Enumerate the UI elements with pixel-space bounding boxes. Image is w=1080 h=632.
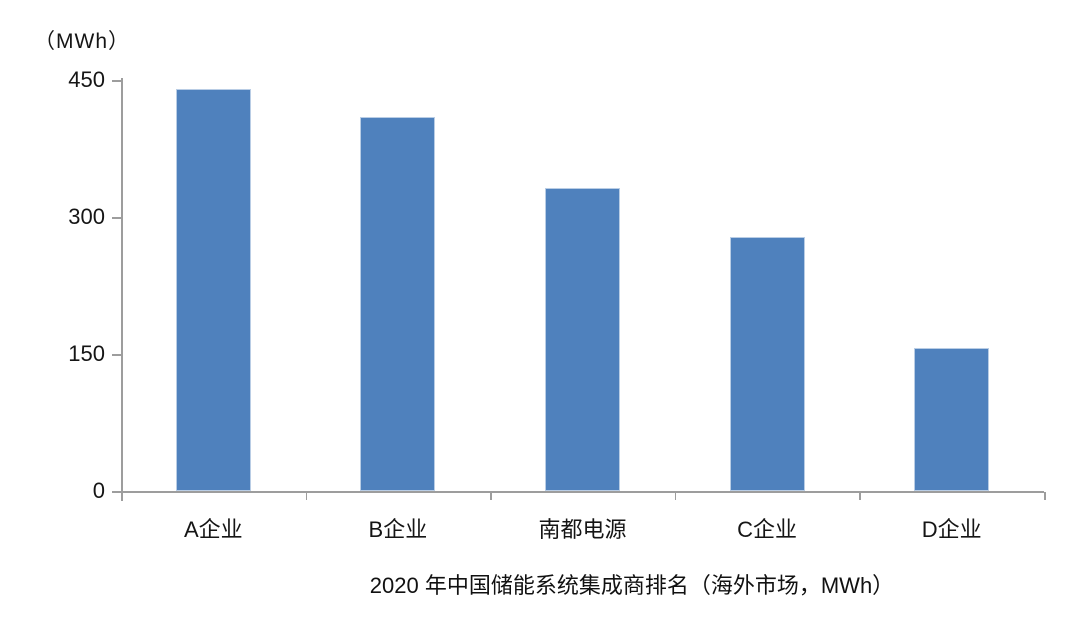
x-axis-tick (674, 492, 677, 500)
y-axis-tick (112, 354, 121, 356)
y-axis-line (121, 78, 123, 501)
y-axis-tick (112, 217, 121, 219)
x-axis-tick (859, 492, 861, 500)
bar-C企业 (729, 237, 805, 491)
y-axis-tick-label: 150 (68, 341, 105, 366)
bar-A企业 (175, 89, 251, 491)
x-axis-tick (305, 492, 308, 500)
bar-南都电源 (545, 187, 620, 491)
x-axis-label-南都电源: 南都电源 (538, 517, 627, 542)
x-axis-tick (490, 492, 492, 500)
chart-title: 2020 年中国储能系统集成商排名（海外市场，MWh） (369, 573, 895, 598)
x-axis-line (121, 491, 1044, 493)
x-axis-tick (121, 492, 123, 500)
x-axis-label-A企业: A企业 (183, 517, 243, 542)
bar-D企业 (914, 347, 990, 491)
x-axis-tick (1044, 492, 1046, 500)
x-axis-label-C企业: C企业 (737, 517, 798, 542)
y-axis-tick-label: 300 (68, 204, 105, 229)
x-axis-label-B企业: B企业 (368, 517, 428, 542)
y-axis-unit-label: （MWh） (34, 30, 130, 53)
bar-B企业 (360, 116, 436, 491)
y-axis-tick-label: 450 (68, 67, 105, 92)
y-axis-tick-label: 0 (92, 478, 105, 503)
x-axis-label-D企业: D企业 (921, 517, 982, 542)
y-axis-tick (112, 80, 121, 82)
y-axis-tick (112, 491, 121, 493)
